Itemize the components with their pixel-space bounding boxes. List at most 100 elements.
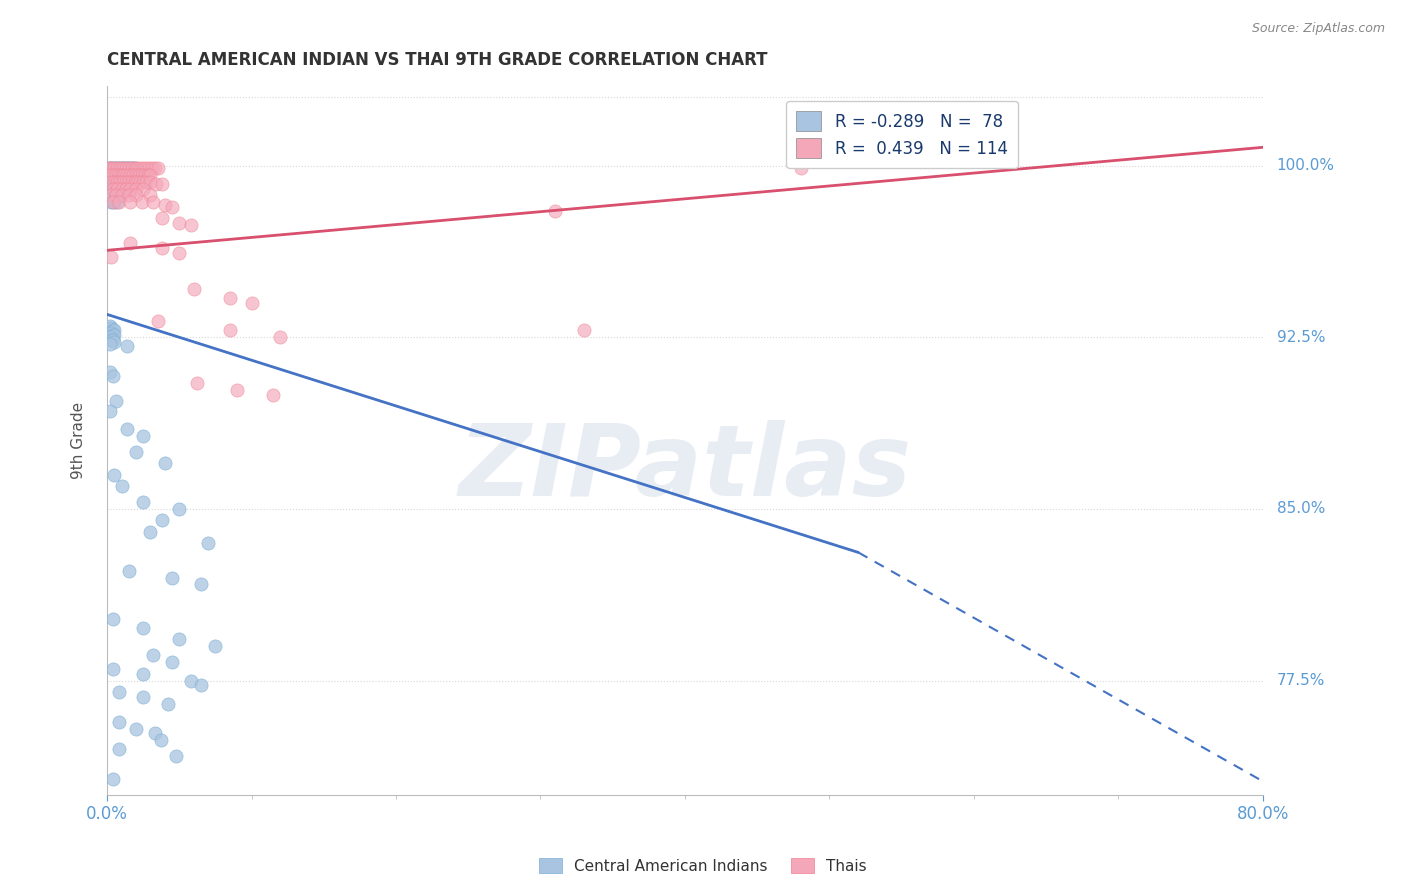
Point xyxy=(218,292,240,306)
Point xyxy=(572,323,595,337)
Point xyxy=(104,181,127,195)
Point xyxy=(105,195,128,210)
Point xyxy=(100,326,122,340)
Point xyxy=(139,168,162,182)
Point xyxy=(139,524,162,539)
Point xyxy=(111,161,134,175)
Point xyxy=(169,502,191,516)
Y-axis label: 9th Grade: 9th Grade xyxy=(72,401,86,479)
Point xyxy=(132,181,155,195)
Point xyxy=(160,655,183,669)
Point xyxy=(107,742,129,756)
Point xyxy=(131,195,153,210)
Point xyxy=(169,632,191,647)
Point xyxy=(149,733,172,747)
Point xyxy=(129,161,152,175)
Point xyxy=(153,456,176,470)
Point xyxy=(117,161,139,175)
Point xyxy=(103,195,125,210)
Point xyxy=(156,697,179,711)
Point xyxy=(100,161,122,175)
Point xyxy=(103,161,125,175)
Point xyxy=(101,772,124,786)
Point xyxy=(108,161,131,175)
Point xyxy=(153,197,176,211)
Point xyxy=(100,188,122,202)
Point xyxy=(101,328,124,343)
Point xyxy=(101,612,124,626)
Point xyxy=(107,161,129,175)
Point xyxy=(125,181,148,195)
Point xyxy=(190,678,212,692)
Point xyxy=(139,175,162,189)
Point xyxy=(127,161,149,175)
Point xyxy=(101,168,124,182)
Point xyxy=(160,200,183,214)
Text: ZIPatlas: ZIPatlas xyxy=(458,420,911,517)
Point xyxy=(104,188,127,202)
Point xyxy=(103,168,125,182)
Point xyxy=(132,428,155,442)
Point xyxy=(125,188,148,202)
Point xyxy=(226,383,249,397)
Point xyxy=(103,328,125,343)
Legend: R = -0.289   N =  78, R =  0.439   N = 114: R = -0.289 N = 78, R = 0.439 N = 114 xyxy=(786,101,1018,169)
Point xyxy=(107,181,129,195)
Point xyxy=(118,161,141,175)
Point xyxy=(135,161,157,175)
Point xyxy=(117,422,139,436)
Point xyxy=(146,161,169,175)
Point xyxy=(101,323,124,337)
Point xyxy=(111,161,134,175)
Point xyxy=(143,726,166,740)
Point xyxy=(118,188,141,202)
Point xyxy=(110,161,132,175)
Point xyxy=(115,181,138,195)
Point xyxy=(115,161,138,175)
Point xyxy=(142,648,165,663)
Point xyxy=(138,161,160,175)
Point xyxy=(101,181,124,195)
Point xyxy=(98,337,121,351)
Point xyxy=(121,161,143,175)
Point xyxy=(118,168,141,182)
Point xyxy=(132,161,155,175)
Point xyxy=(128,168,150,182)
Point xyxy=(98,168,121,182)
Point xyxy=(120,181,142,195)
Point xyxy=(141,161,163,175)
Point xyxy=(97,161,120,175)
Text: Source: ZipAtlas.com: Source: ZipAtlas.com xyxy=(1251,22,1385,36)
Point xyxy=(107,195,129,210)
Point xyxy=(101,369,124,384)
Point xyxy=(103,467,125,482)
Point xyxy=(150,241,173,255)
Point xyxy=(111,168,134,182)
Point xyxy=(143,161,166,175)
Point xyxy=(125,168,148,182)
Point xyxy=(118,161,141,175)
Point xyxy=(115,168,138,182)
Point xyxy=(150,211,173,226)
Point xyxy=(204,640,226,654)
Point xyxy=(103,323,125,337)
Point xyxy=(98,365,121,379)
Point xyxy=(120,195,142,210)
Point xyxy=(98,330,121,344)
Point xyxy=(103,334,125,349)
Point xyxy=(100,175,122,189)
Point xyxy=(197,536,219,550)
Point xyxy=(98,161,121,175)
Point xyxy=(180,673,202,688)
Point xyxy=(103,161,125,175)
Point xyxy=(104,168,127,182)
Point xyxy=(122,161,145,175)
Point xyxy=(124,161,146,175)
Point xyxy=(124,175,146,189)
Point xyxy=(186,376,208,390)
Point xyxy=(100,168,122,182)
Point xyxy=(105,161,128,175)
Legend: Central American Indians, Thais: Central American Indians, Thais xyxy=(533,852,873,880)
Point xyxy=(105,175,128,189)
Point xyxy=(269,330,291,344)
